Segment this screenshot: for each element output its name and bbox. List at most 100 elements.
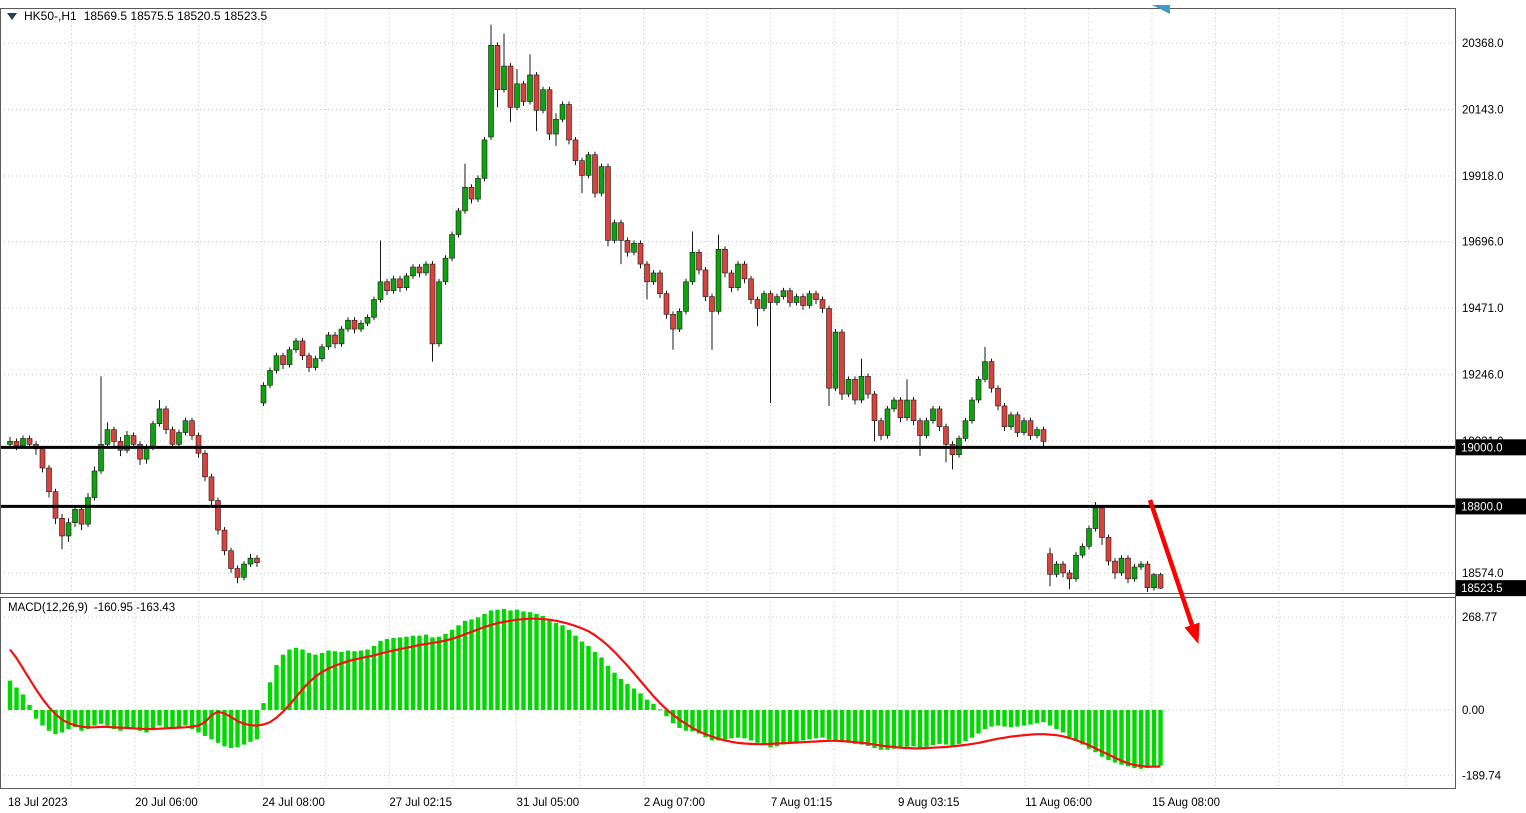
macd-histogram-bar xyxy=(1073,710,1079,742)
price-tick-label: 20368.0 xyxy=(1462,38,1504,50)
candle-body xyxy=(624,240,631,253)
macd-histogram-bar xyxy=(183,710,188,726)
candle-body xyxy=(611,222,618,241)
macd-histogram-bar xyxy=(7,680,13,710)
candle-body xyxy=(13,441,20,447)
macd-histogram-bar xyxy=(209,710,214,740)
candle-body xyxy=(130,435,137,445)
macd-histogram-bar xyxy=(371,646,377,710)
candle-body xyxy=(1125,557,1131,580)
macd-histogram-bar xyxy=(904,710,910,747)
candle-body xyxy=(754,299,761,309)
macd-histogram-bar xyxy=(215,710,221,743)
candle-body xyxy=(410,266,416,277)
candle-body xyxy=(234,568,241,578)
candle-body xyxy=(156,408,163,424)
price-tick-label: 19471.0 xyxy=(1462,303,1504,315)
macd-histogram-bar xyxy=(969,710,975,738)
macd-histogram-bar xyxy=(241,710,247,745)
macd-histogram-bar xyxy=(729,710,734,739)
candle-body xyxy=(228,550,234,569)
candle-body xyxy=(1151,574,1157,589)
macd-histogram-bar xyxy=(950,710,955,746)
candle-body xyxy=(852,379,858,401)
candle-body xyxy=(592,154,598,194)
candle-body xyxy=(949,444,956,456)
candle-body xyxy=(709,296,715,312)
time-axis-label: 27 Jul 02:15 xyxy=(389,797,452,809)
macd-histogram-bar xyxy=(664,710,669,717)
candle-body xyxy=(26,438,33,445)
macd-histogram-bar xyxy=(430,637,435,710)
macd-histogram-bar xyxy=(859,710,864,745)
macd-histogram-bar xyxy=(781,710,786,745)
candle-body xyxy=(397,278,403,289)
macd-histogram-bar xyxy=(40,710,45,726)
indicator-tick-label: 268.77 xyxy=(1462,612,1497,624)
macd-histogram-bar xyxy=(989,710,994,727)
candle-body xyxy=(884,408,891,436)
macd-histogram-bar xyxy=(79,710,84,731)
candle-body xyxy=(416,266,423,274)
trend-arrow-head[interactable] xyxy=(1184,622,1200,644)
candle-body xyxy=(988,361,995,389)
candle-body xyxy=(286,349,293,365)
macd-histogram-bar xyxy=(547,619,552,710)
macd-histogram-bar xyxy=(261,703,266,710)
candle-body xyxy=(774,296,780,303)
candle-body xyxy=(351,319,358,330)
candle-body xyxy=(650,272,657,283)
macd-histogram-bar xyxy=(573,635,578,710)
candle-body xyxy=(1105,537,1112,562)
candle-body xyxy=(124,435,130,451)
candle-body xyxy=(85,497,91,525)
candle-body xyxy=(819,299,826,309)
macd-histogram-bar xyxy=(1060,710,1066,733)
macd-histogram-bar xyxy=(1106,710,1111,761)
macd-histogram-bar xyxy=(742,710,747,739)
macd-histogram-bar xyxy=(332,651,338,710)
candle-body xyxy=(150,423,156,448)
macd-histogram-bar xyxy=(449,629,455,710)
macd-histogram-bar xyxy=(820,710,825,738)
macd-histogram-bar xyxy=(716,710,721,741)
macd-histogram-bar xyxy=(651,703,656,710)
candle-body xyxy=(618,222,624,241)
price-badge xyxy=(1456,439,1526,456)
candle-body xyxy=(722,248,728,274)
candle-body xyxy=(637,243,644,265)
candle-body xyxy=(1040,429,1047,442)
candle-body xyxy=(696,251,702,271)
candle-body xyxy=(241,563,247,578)
macd-histogram-bar xyxy=(534,613,539,710)
candle-body xyxy=(423,263,429,274)
price-badge-label: 18800.0 xyxy=(1461,501,1503,513)
macd-histogram-bar xyxy=(566,629,572,710)
candle-body xyxy=(793,296,800,303)
candle-body xyxy=(670,314,676,330)
candle-body xyxy=(514,83,520,108)
indicator-label: MACD(12,26,9) -160.95 -163.43 xyxy=(8,602,175,614)
macd-histogram-bar xyxy=(1093,710,1098,753)
shift-marker-icon[interactable] xyxy=(1152,5,1170,14)
macd-histogram-bar xyxy=(683,710,689,731)
macd-histogram-bar xyxy=(1015,710,1020,727)
macd-histogram-bar xyxy=(924,710,929,747)
macd-histogram-bar xyxy=(501,609,507,710)
candle-body xyxy=(371,299,377,318)
candle-body xyxy=(358,322,364,330)
candle-body xyxy=(1092,507,1099,529)
macd-histogram-bar xyxy=(1112,710,1118,763)
candle-body xyxy=(364,316,371,324)
macd-histogram-bar xyxy=(1132,710,1137,769)
trend-arrow-line[interactable] xyxy=(1147,499,1195,626)
candle-body xyxy=(494,45,501,90)
candle-body xyxy=(267,370,273,386)
candle-body xyxy=(403,275,410,289)
macd-histogram-bar xyxy=(761,710,767,745)
macd-histogram-bar xyxy=(644,699,650,710)
macd-histogram-bar xyxy=(755,710,760,743)
time-axis-label: 20 Jul 06:00 xyxy=(135,797,198,809)
candle-body xyxy=(221,529,228,552)
